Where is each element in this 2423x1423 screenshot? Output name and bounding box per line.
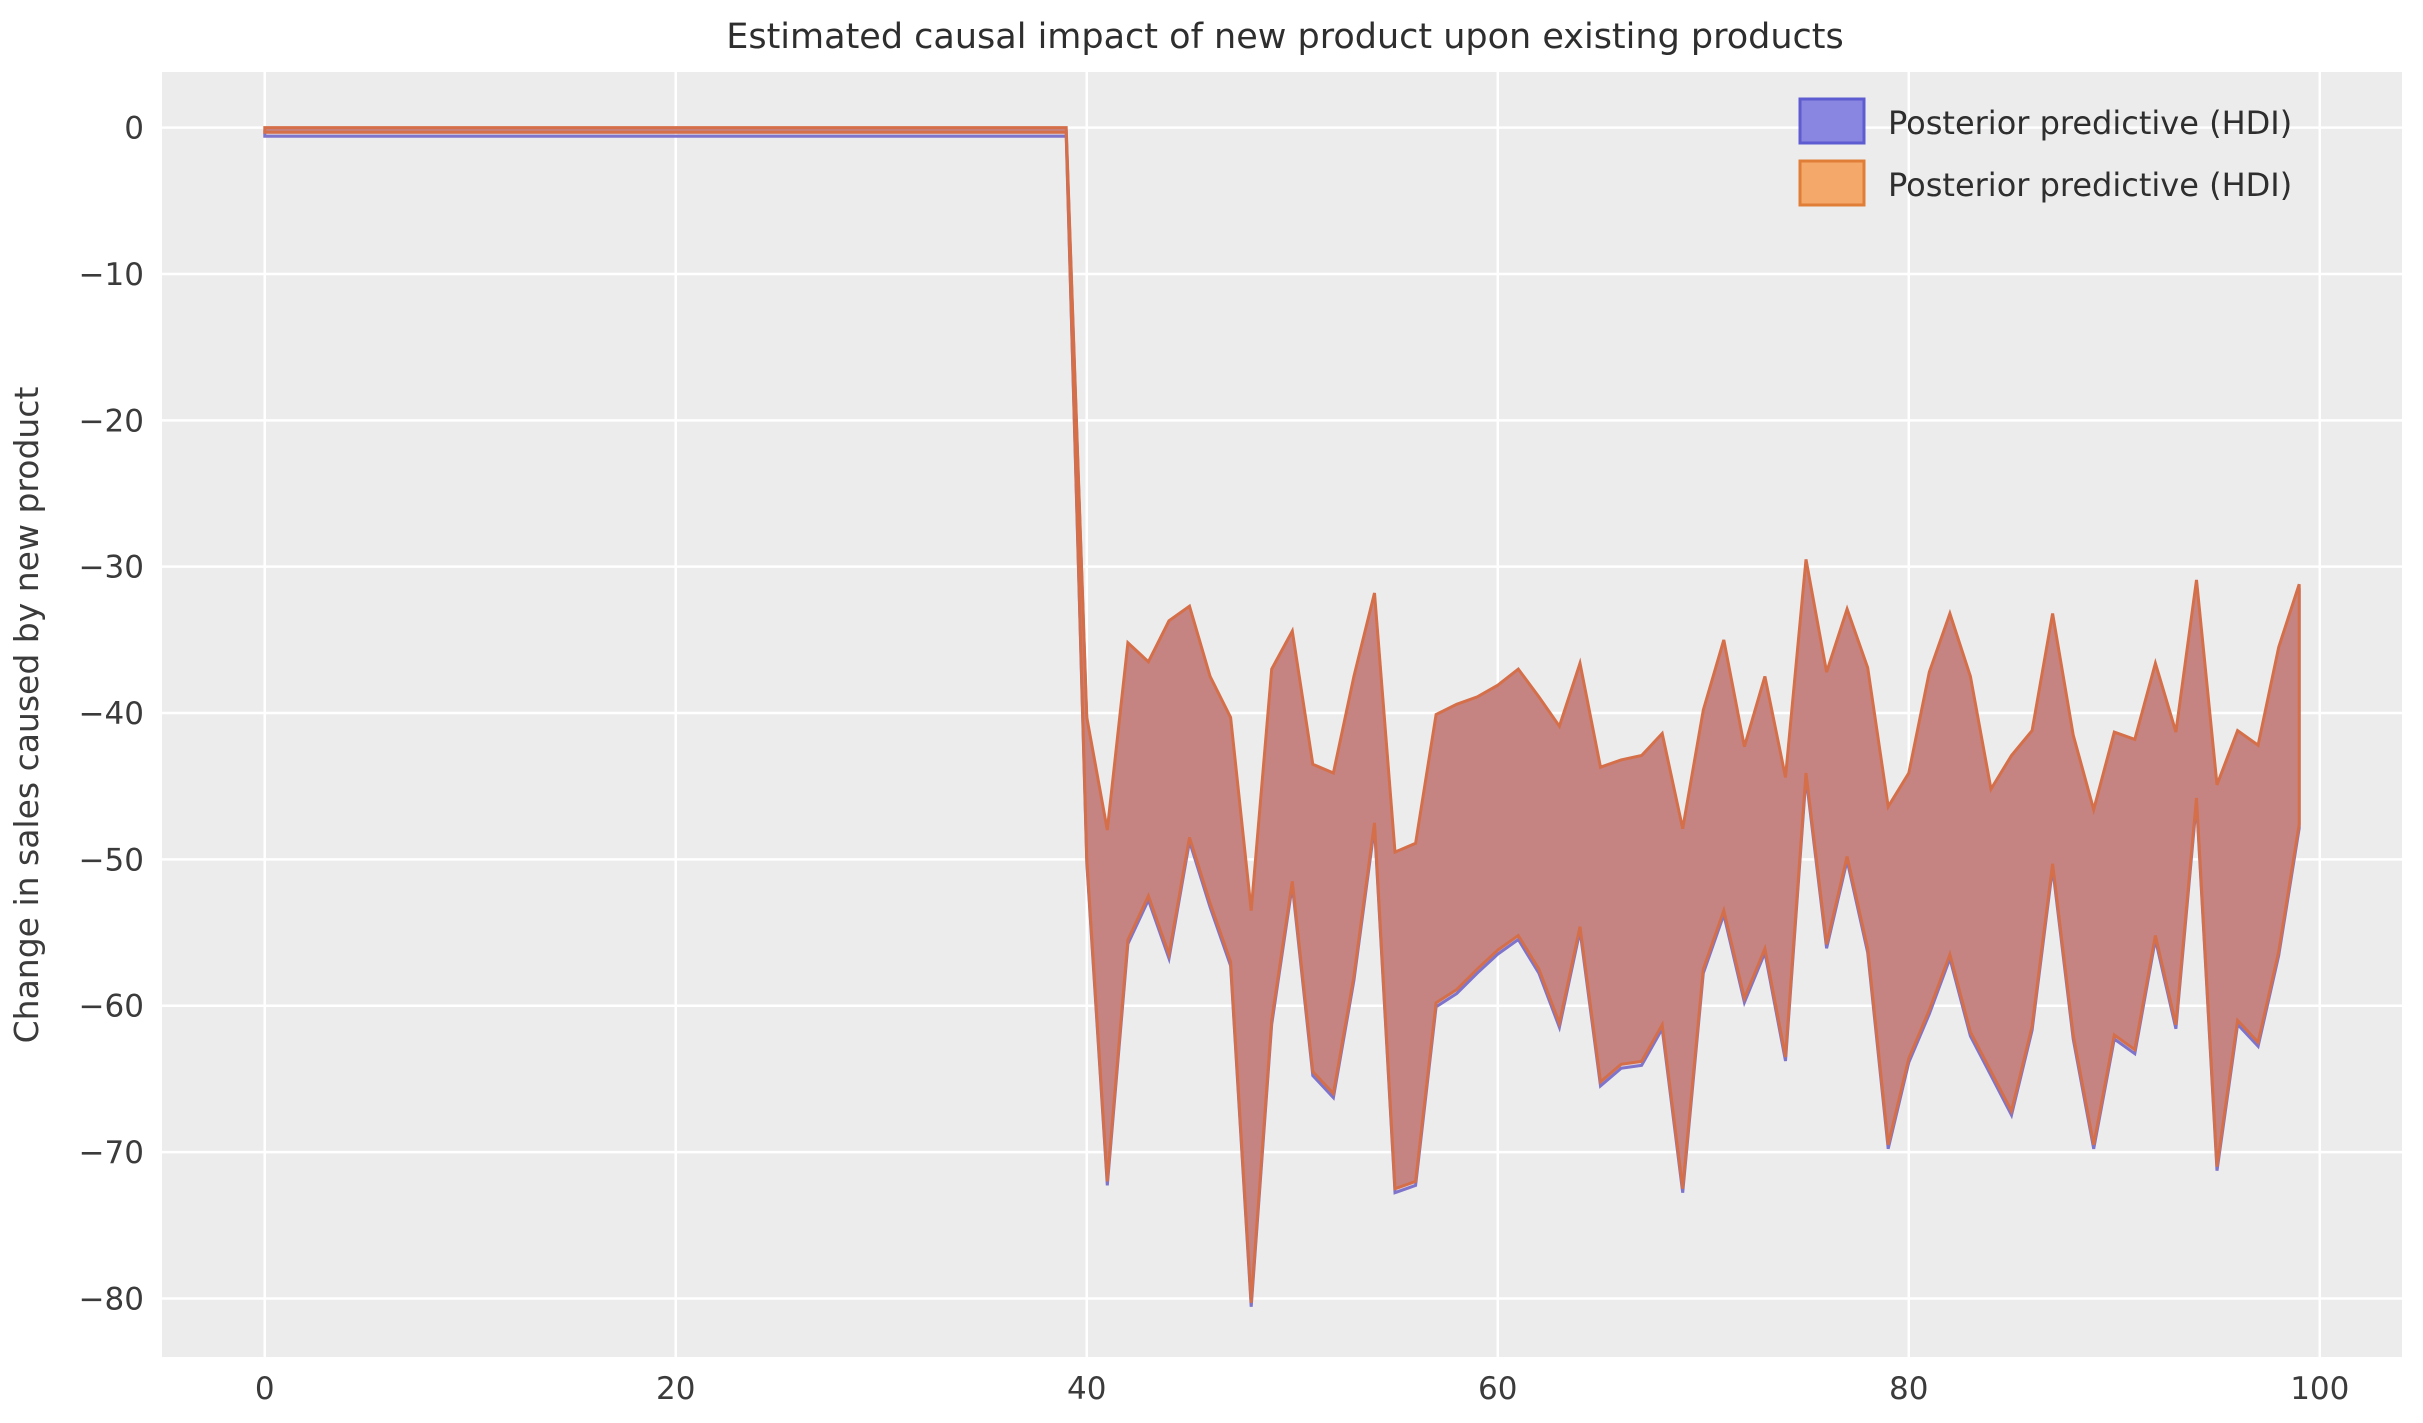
y-tick-label: −50 (79, 842, 144, 878)
hdi-band-orange-path (263, 126, 2301, 1303)
y-axis-label: Change in sales caused by new product (7, 387, 46, 1044)
y-tick-label: −70 (79, 1135, 144, 1171)
x-tick-label: 100 (2290, 1371, 2349, 1407)
posterior-predictive-hdi-band-orange (263, 126, 2301, 1303)
y-tick-label: −60 (79, 989, 144, 1025)
y-axis-tick-labels: 0 −10 −20 −30 −40 −50 −60 −70 −80 (79, 111, 144, 1318)
y-tick-label: −20 (79, 403, 144, 439)
x-tick-label: 40 (1067, 1371, 1106, 1407)
legend: Posterior predictive (HDI) Posterior pre… (1798, 97, 2292, 207)
legend-label-blue: Posterior predictive (HDI) (1888, 104, 2292, 142)
x-tick-label: 20 (656, 1371, 695, 1407)
y-tick-label: −30 (79, 550, 144, 586)
chart-title: Estimated causal impact of new product u… (726, 17, 1844, 57)
x-axis-tick-labels: 0 20 40 60 80 100 (255, 1371, 2349, 1407)
y-tick-label: −80 (79, 1281, 144, 1317)
y-tick-label: −10 (79, 257, 144, 293)
y-tick-label: 0 (124, 111, 144, 147)
legend-swatch-orange (1798, 159, 1866, 207)
x-tick-label: 80 (1889, 1371, 1928, 1407)
y-tick-label: −40 (79, 696, 144, 732)
x-tick-label: 0 (255, 1371, 275, 1407)
legend-label-orange: Posterior predictive (HDI) (1888, 166, 2292, 204)
legend-swatch-blue (1798, 97, 1866, 145)
x-tick-label: 60 (1478, 1371, 1517, 1407)
